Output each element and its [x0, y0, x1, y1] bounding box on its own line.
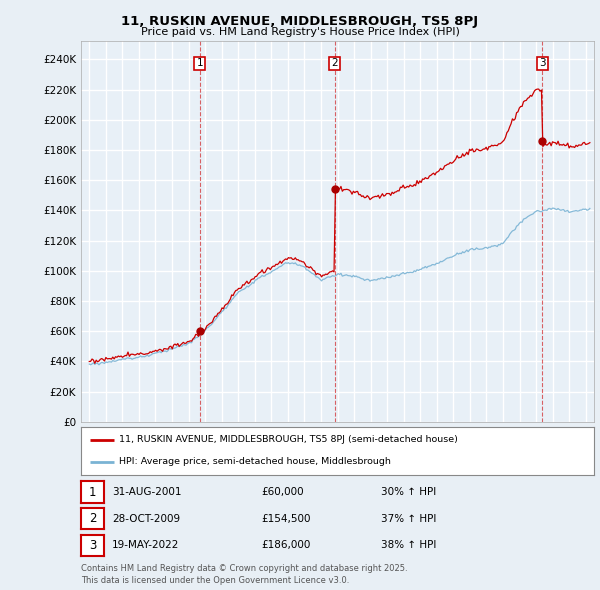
Text: 2: 2: [331, 58, 338, 68]
Text: £154,500: £154,500: [261, 514, 311, 523]
Text: 1: 1: [89, 486, 96, 499]
Text: Contains HM Land Registry data © Crown copyright and database right 2025.
This d: Contains HM Land Registry data © Crown c…: [81, 565, 407, 585]
Text: 1: 1: [196, 58, 203, 68]
Text: 11, RUSKIN AVENUE, MIDDLESBROUGH, TS5 8PJ: 11, RUSKIN AVENUE, MIDDLESBROUGH, TS5 8P…: [121, 15, 479, 28]
Text: 31-AUG-2001: 31-AUG-2001: [112, 487, 182, 497]
Text: 11, RUSKIN AVENUE, MIDDLESBROUGH, TS5 8PJ (semi-detached house): 11, RUSKIN AVENUE, MIDDLESBROUGH, TS5 8P…: [119, 435, 458, 444]
Text: Price paid vs. HM Land Registry's House Price Index (HPI): Price paid vs. HM Land Registry's House …: [140, 27, 460, 37]
Text: £186,000: £186,000: [261, 540, 310, 550]
Text: 3: 3: [539, 58, 545, 68]
Text: 3: 3: [89, 539, 96, 552]
Text: 38% ↑ HPI: 38% ↑ HPI: [381, 540, 436, 550]
Text: 30% ↑ HPI: 30% ↑ HPI: [381, 487, 436, 497]
Text: HPI: Average price, semi-detached house, Middlesbrough: HPI: Average price, semi-detached house,…: [119, 457, 391, 466]
Text: 2: 2: [89, 512, 96, 525]
Text: 37% ↑ HPI: 37% ↑ HPI: [381, 514, 436, 523]
Text: 19-MAY-2022: 19-MAY-2022: [112, 540, 179, 550]
Text: 28-OCT-2009: 28-OCT-2009: [112, 514, 181, 523]
Text: £60,000: £60,000: [261, 487, 304, 497]
